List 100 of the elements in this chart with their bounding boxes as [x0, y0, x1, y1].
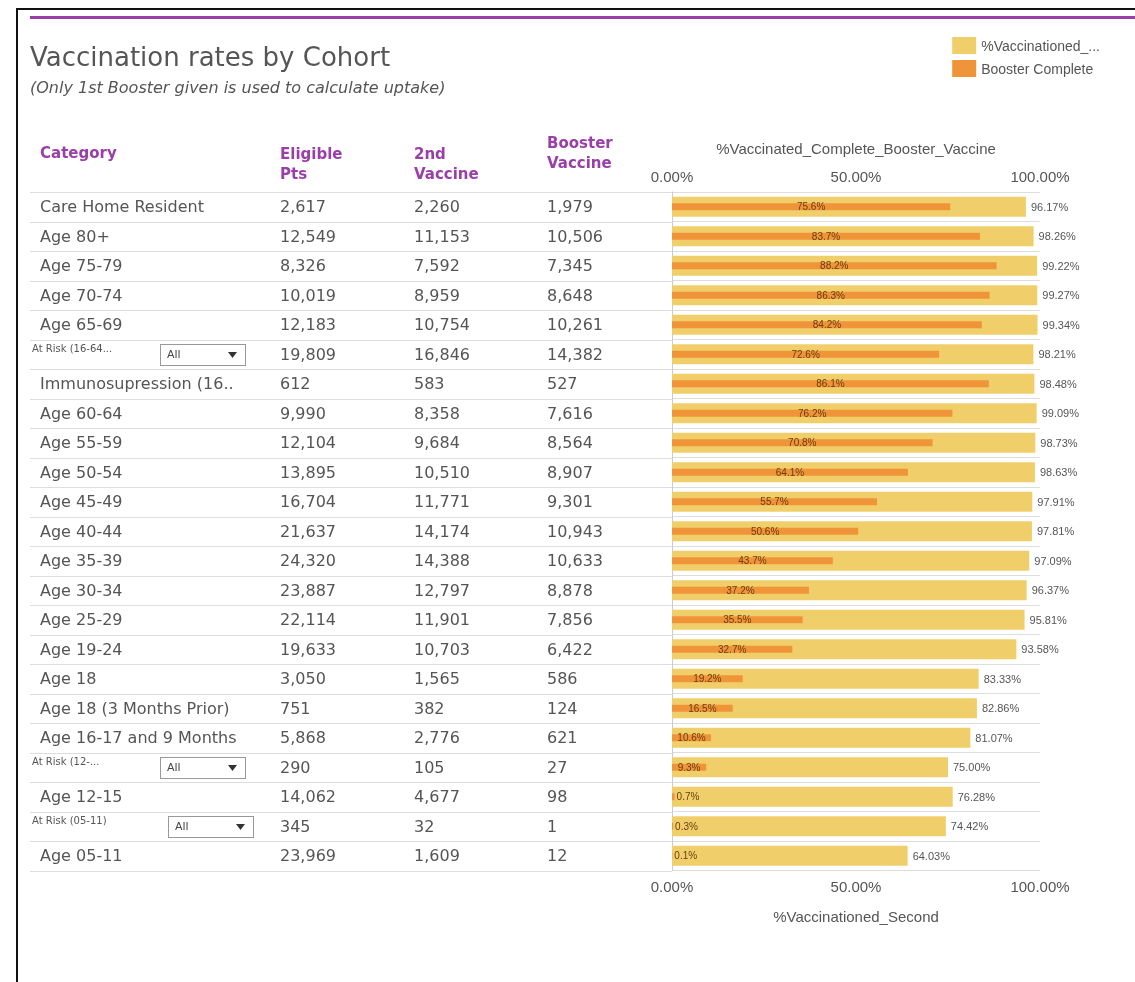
- data-label: 10,703: [414, 639, 470, 659]
- text: Category: [40, 144, 117, 162]
- data-label: 99.27%: [1042, 289, 1080, 302]
- data-label: 24,320: [280, 551, 336, 570]
- x-tick-label: 50.00%: [830, 168, 882, 185]
- data-label: 81.07%: [975, 731, 1013, 744]
- category-label: Age 60-64: [40, 403, 123, 423]
- data-label: 32: [414, 816, 435, 836]
- data-label: 70.8%: [788, 437, 817, 449]
- legend-label: Booster Vaccine: [547, 133, 614, 173]
- data-label: 13,895: [280, 462, 336, 482]
- category-label: Age 35-39: [40, 551, 123, 570]
- category-label: Age 65-69: [40, 315, 123, 334]
- category-label: Care Home Resident: [40, 197, 204, 216]
- data-label: 586: [547, 669, 578, 688]
- x2-axis-title: %Vaccinated_Complete_Booster_Vaccine: [716, 140, 996, 157]
- data-label: 621: [547, 728, 578, 747]
- data-label: 96.17%: [1030, 200, 1069, 213]
- category-label: Age 70-74: [40, 285, 123, 305]
- category-label: Age 50-54: [40, 462, 123, 482]
- data-label: 0.1%: [674, 850, 698, 862]
- data-label: 23,887: [280, 580, 336, 600]
- data-label: 382: [414, 698, 445, 718]
- data-label: 98.26%: [1038, 230, 1077, 243]
- data-label: 6,422: [547, 639, 593, 659]
- x-axis-title: %Vaccinationed_Second: [773, 907, 939, 925]
- data-label: 9,684: [414, 433, 460, 452]
- data-label: 4,677: [414, 787, 460, 806]
- data-label: 10,019: [280, 285, 336, 305]
- data-label: 10.6%: [677, 732, 706, 744]
- data-label: 27: [547, 757, 568, 777]
- data-label: 83.33%: [983, 672, 1022, 685]
- data-label: 7,345: [547, 256, 593, 275]
- category-label: Immunosupression (16..: [40, 374, 234, 393]
- data-label: 583: [414, 374, 445, 393]
- data-label: 74.42%: [950, 820, 989, 833]
- data-label: 50.6%: [750, 525, 780, 537]
- data-label: 21,637: [280, 521, 336, 541]
- category-label: At Risk (16-64...: [32, 342, 113, 354]
- data-label: 7,592: [414, 256, 460, 275]
- category-label: Age 16-17 and 9 Months: [40, 728, 237, 747]
- category-label: Age 75-79: [40, 256, 123, 275]
- data-label: 97.91%: [1037, 495, 1075, 508]
- data-label: 1,979: [547, 197, 593, 216]
- data-label: 16,704: [280, 492, 336, 511]
- data-label: 10,506: [547, 226, 603, 246]
- data-label: 8,326: [280, 256, 326, 275]
- data-label: 9,301: [547, 492, 593, 511]
- category-label: Age 55-59: [40, 433, 123, 452]
- data-label: 7,616: [547, 403, 593, 423]
- data-label: 10,261: [547, 315, 603, 334]
- legend-label: 2nd Vaccine: [414, 144, 480, 184]
- data-label: 5,868: [280, 728, 326, 747]
- data-label: 14,382: [547, 344, 603, 364]
- data-label: 35.5%: [723, 614, 752, 626]
- data-label: 8,878: [547, 580, 593, 600]
- data-label: 98.73%: [1040, 436, 1078, 449]
- data-label: 9.3%: [677, 761, 701, 773]
- legend-label: %Vaccinationed_...: [981, 37, 1101, 54]
- data-label: 8,907: [547, 462, 593, 482]
- data-label: 84.2%: [812, 319, 842, 331]
- data-label: 23,969: [280, 846, 336, 865]
- data-label: 751: [280, 698, 311, 718]
- data-label: 12,549: [280, 226, 336, 246]
- data-label: 0.7%: [676, 791, 700, 803]
- data-label: 98.48%: [1039, 377, 1077, 390]
- data-label: 10,633: [547, 551, 603, 570]
- data-label: 86.1%: [816, 378, 845, 390]
- x2-tick-label: 100.00%: [1010, 877, 1070, 895]
- data-label: 76.28%: [957, 790, 996, 803]
- data-label: 14,388: [414, 551, 470, 570]
- category-label: Age 19-24: [40, 639, 123, 659]
- category-label: Age 18: [40, 669, 97, 688]
- data-label: 2,260: [414, 197, 460, 216]
- data-label: 3,050: [280, 669, 326, 688]
- data-label: 99.22%: [1042, 259, 1080, 272]
- data-label: 1,609: [414, 846, 460, 865]
- data-label: 1,565: [414, 669, 460, 688]
- data-label: 9,990: [280, 403, 326, 423]
- category-label: Age 40-44: [40, 521, 123, 541]
- data-label: 8,358: [414, 403, 460, 423]
- data-label: 86.3%: [816, 289, 846, 301]
- data-label: 12: [547, 846, 568, 865]
- data-label: 82.86%: [981, 702, 1020, 715]
- data-label: 97.09%: [1034, 554, 1072, 567]
- data-label: 527: [547, 374, 578, 393]
- category-label: Age 05-11: [40, 846, 123, 865]
- data-label: 7,856: [547, 610, 593, 629]
- data-label: 8,648: [547, 285, 593, 305]
- data-label: 98: [547, 787, 568, 806]
- data-label: 1: [547, 816, 558, 836]
- category-label: Age 30-34: [40, 580, 123, 600]
- data-label: 99.34%: [1042, 318, 1081, 331]
- legend-label: Booster Complete: [981, 60, 1094, 77]
- data-label: 105: [414, 757, 445, 777]
- legend-label: Eligible Pts: [280, 144, 344, 184]
- data-label: 11,153: [414, 226, 470, 246]
- data-label: 10,943: [547, 521, 603, 541]
- x-tick-label: 0.00%: [650, 168, 694, 185]
- data-label: 83.7%: [811, 230, 841, 242]
